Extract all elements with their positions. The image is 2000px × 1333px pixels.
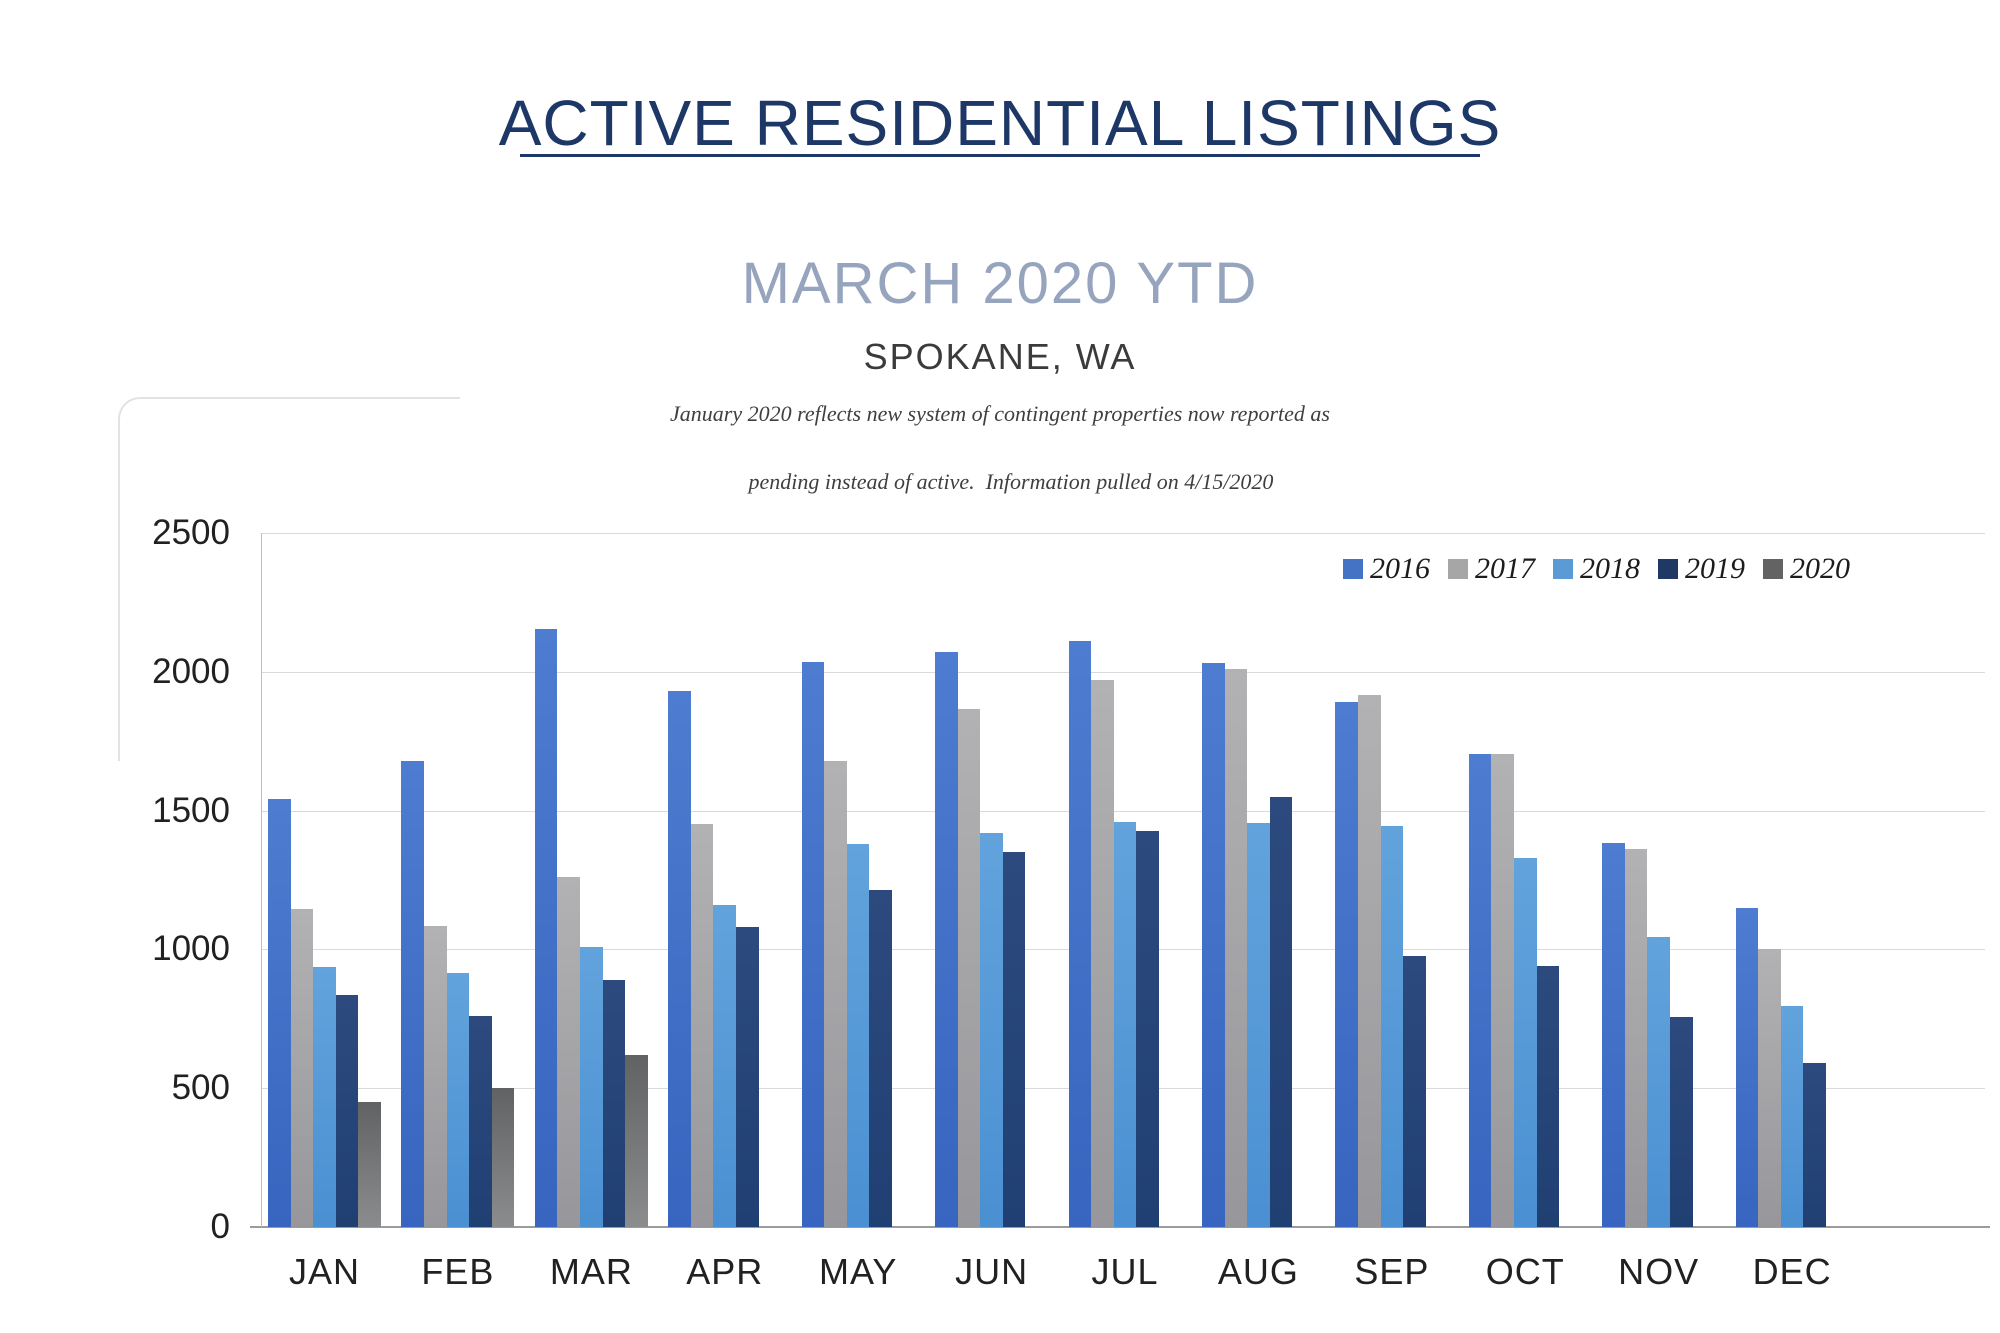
x-tick-label-jul: JUL <box>1091 1251 1159 1292</box>
y-axis-line <box>261 533 262 1227</box>
footnote-line-1: January 2020 reflects new system of cont… <box>670 401 1330 426</box>
bar-2016-jan <box>268 799 291 1227</box>
bar-2018-mar <box>580 946 603 1227</box>
y-tick-label: 500 <box>171 1068 230 1108</box>
bar-2020-feb <box>491 1088 515 1227</box>
bar-2020-jan <box>358 1102 381 1227</box>
x-tick-label-oct: OCT <box>1485 1251 1565 1292</box>
bar-2016-oct <box>1468 753 1492 1227</box>
x-tick-label-sep: SEP <box>1354 1251 1430 1292</box>
x-tick-label-feb: FEB <box>421 1251 495 1292</box>
x-tick-label-aug: AUG <box>1217 1251 1299 1292</box>
bar-2016-mar <box>534 628 558 1227</box>
bar-2017-mar <box>557 877 581 1227</box>
y-tick-label: 1000 <box>152 929 230 969</box>
legend-label-2020: 2020 <box>1790 552 1850 585</box>
x-tick-label-apr: APR <box>686 1251 764 1292</box>
bar-2019-jun <box>1002 852 1026 1227</box>
chart-frame-corner <box>118 397 460 761</box>
bar-2017-aug <box>1224 669 1248 1227</box>
gridline-2500 <box>261 533 1985 534</box>
x-tick-label-jan: JAN <box>288 1251 360 1292</box>
bar-2016-jun <box>935 652 958 1227</box>
bar-2018-feb <box>446 972 470 1227</box>
bar-2018-nov <box>1647 936 1670 1227</box>
footnote-line-2: pending instead of active. Information p… <box>748 469 1274 495</box>
page-title: ACTIVE RESIDENTIAL LISTINGS <box>498 87 1502 159</box>
bar-2019-feb <box>469 1016 492 1227</box>
bar-2016-aug <box>1201 663 1225 1227</box>
bar-2019-oct <box>1536 966 1560 1227</box>
location-label: SPOKANE, WA <box>863 336 1137 377</box>
y-tick-label: 0 <box>210 1207 230 1246</box>
footnote: January 2020 reflects new system of cont… <box>0 397 2000 499</box>
legend-swatch-2016 <box>1343 559 1363 579</box>
bar-2019-jul <box>1136 831 1159 1227</box>
bar-2019-jan <box>335 995 359 1227</box>
bar-2016-sep <box>1335 702 1358 1227</box>
bar-2018-aug <box>1247 823 1270 1227</box>
legend-label-2017: 2017 <box>1475 552 1535 585</box>
legend-label-2016: 2016 <box>1370 552 1430 585</box>
bar-2019-dec <box>1803 1063 1826 1227</box>
bar-2017-oct <box>1491 753 1514 1227</box>
bar-2016-may <box>801 662 825 1227</box>
legend-item-2018: 2018 <box>1553 552 1640 586</box>
bar-2016-dec <box>1735 907 1759 1227</box>
bar-2017-jan <box>290 909 314 1227</box>
y-tick-label: 2500 <box>152 513 230 552</box>
legend-swatch-2017 <box>1448 559 1468 579</box>
bar-2018-jul <box>1113 821 1137 1227</box>
bar-2019-apr <box>736 927 759 1227</box>
bar-2019-mar <box>602 979 626 1227</box>
bar-2017-nov <box>1624 849 1648 1227</box>
bar-2019-sep <box>1403 956 1426 1227</box>
bar-2016-jul <box>1068 641 1092 1227</box>
gridline-1500 <box>261 810 1985 812</box>
bar-2020-mar <box>625 1054 648 1227</box>
x-tick-label-dec: DEC <box>1752 1251 1832 1292</box>
legend-swatch-2018 <box>1553 559 1573 579</box>
bar-2018-jan <box>313 967 336 1227</box>
legend-item-2017: 2017 <box>1448 552 1535 586</box>
bar-2017-sep <box>1357 695 1381 1227</box>
bar-2019-may <box>869 889 893 1227</box>
bar-2017-dec <box>1758 949 1781 1227</box>
x-tick-label-nov: NOV <box>1618 1251 1700 1292</box>
title-underline <box>520 154 1480 157</box>
bar-2016-feb <box>401 760 424 1227</box>
bar-2018-oct <box>1513 857 1537 1227</box>
y-tick-label: 1500 <box>152 790 230 830</box>
bar-2017-feb <box>424 925 447 1227</box>
bar-2016-nov <box>1602 842 1625 1227</box>
legend-item-2020: 2020 <box>1763 552 1850 586</box>
bar-2017-apr <box>690 824 714 1227</box>
bar-2016-apr <box>668 691 691 1227</box>
bar-2017-jun <box>957 709 981 1227</box>
legend-item-2016: 2016 <box>1343 552 1430 586</box>
bar-2019-aug <box>1269 796 1293 1227</box>
legend-item-2019: 2019 <box>1658 552 1745 586</box>
x-tick-label-may: MAY <box>819 1251 898 1292</box>
bar-2018-jun <box>980 832 1003 1227</box>
gridline-2000 <box>261 671 1985 673</box>
bar-2017-may <box>824 760 847 1227</box>
bar-2017-jul <box>1091 680 1114 1227</box>
legend-label-2019: 2019 <box>1685 552 1745 585</box>
bar-2019-nov <box>1670 1017 1693 1227</box>
x-tick-label-mar: MAR <box>549 1251 633 1292</box>
legend-swatch-2020 <box>1763 559 1783 579</box>
y-tick-label: 2000 <box>152 651 230 691</box>
bar-2018-may <box>846 843 870 1227</box>
x-axis-baseline <box>250 1226 1990 1228</box>
chart-legend: 2016 2017 2018 2019 2020 <box>1325 552 1850 586</box>
legend-label-2018: 2018 <box>1580 552 1640 585</box>
bar-2018-apr <box>713 904 737 1227</box>
legend-swatch-2019 <box>1658 559 1678 579</box>
page-subtitle: MARCH 2020 YTD <box>741 251 1259 316</box>
bar-2018-sep <box>1380 825 1404 1227</box>
x-tick-label-jun: JUN <box>955 1251 1029 1292</box>
bar-2018-dec <box>1780 1006 1804 1227</box>
